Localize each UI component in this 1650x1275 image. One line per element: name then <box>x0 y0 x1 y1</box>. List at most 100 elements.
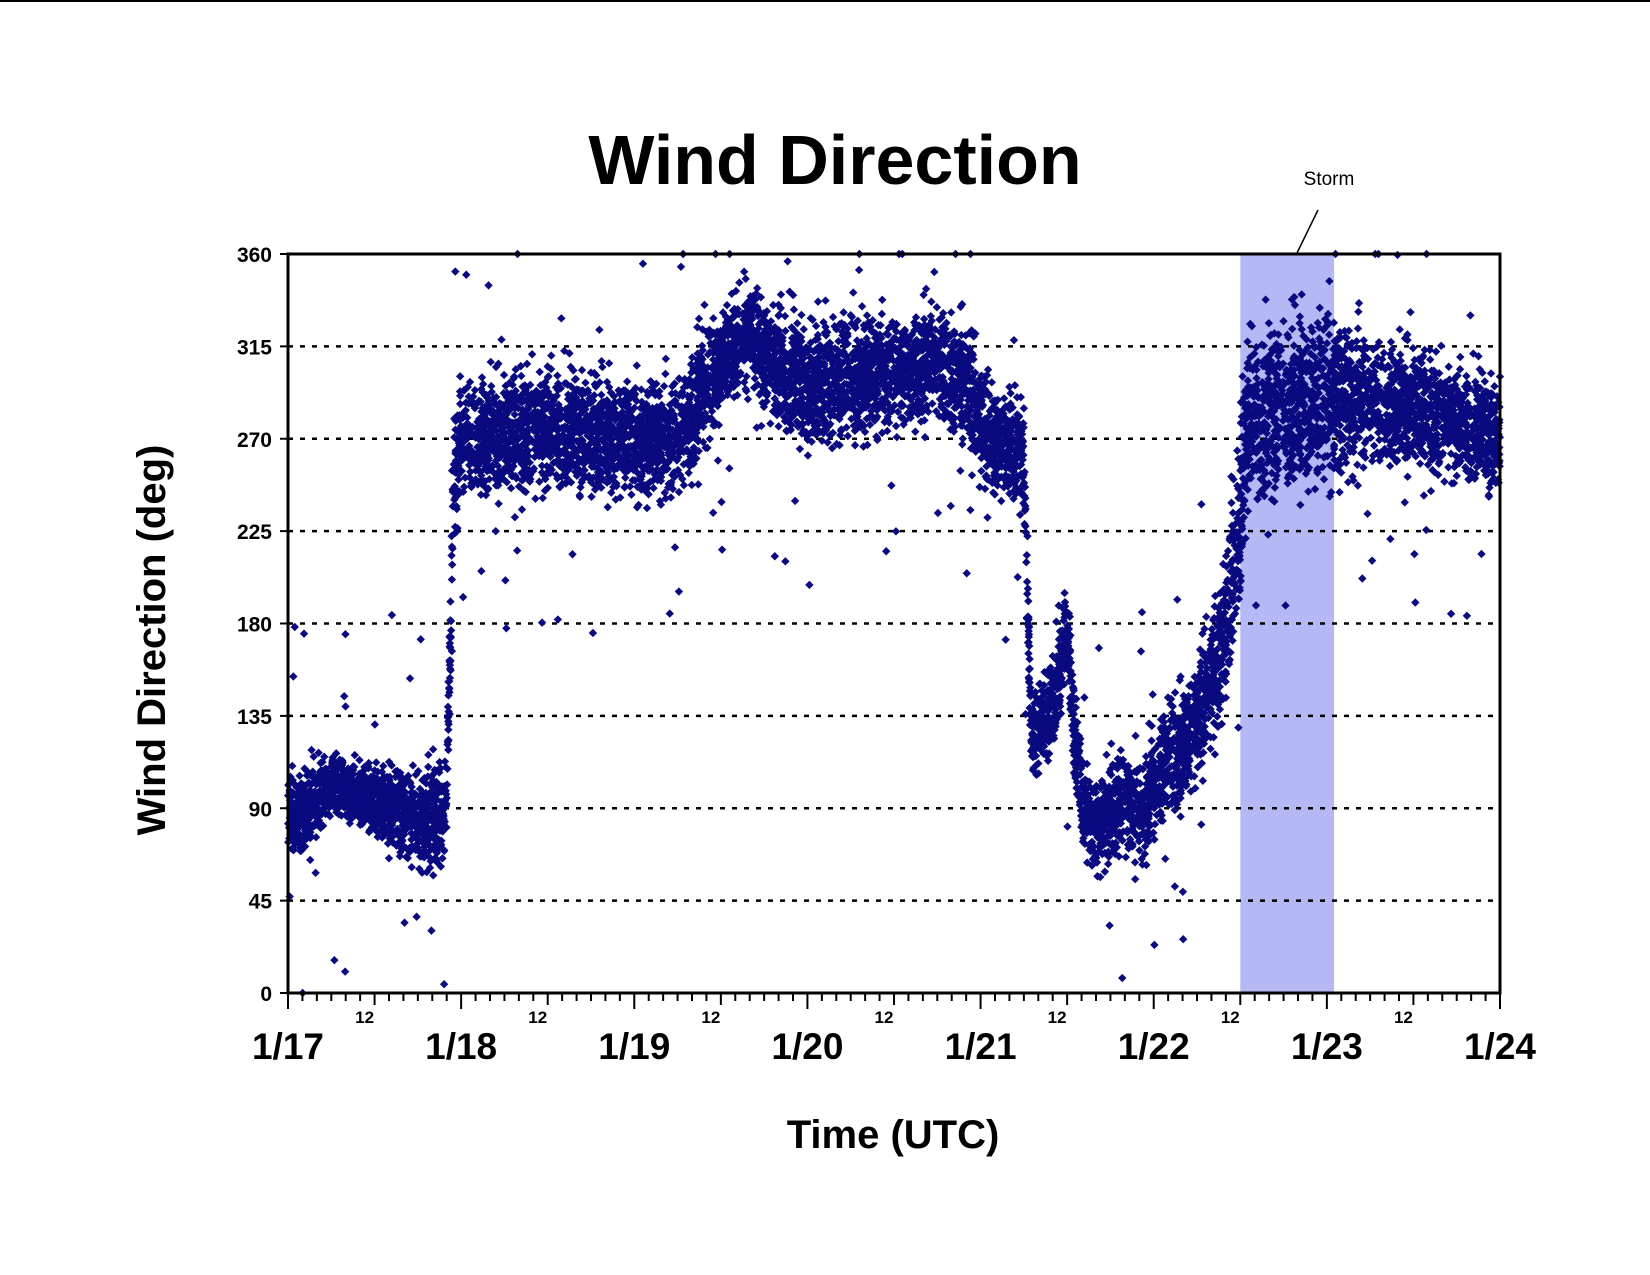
data-point <box>450 522 460 532</box>
data-point <box>399 843 408 853</box>
data-point <box>387 819 397 829</box>
data-point <box>491 362 501 372</box>
data-point <box>313 813 323 822</box>
data-point <box>478 439 487 448</box>
data-point <box>430 842 439 852</box>
data-point <box>517 371 526 381</box>
data-point <box>476 432 486 441</box>
data-point <box>387 783 396 793</box>
data-point <box>296 797 306 807</box>
data-point <box>467 396 476 406</box>
data-point <box>321 809 330 818</box>
data-point <box>581 378 590 388</box>
data-point <box>306 800 315 810</box>
data-point <box>813 297 823 306</box>
data-point <box>506 483 516 493</box>
data-point <box>385 776 394 785</box>
data-point <box>476 397 485 406</box>
data-point <box>638 259 648 268</box>
data-point <box>311 832 321 842</box>
data-point <box>857 302 867 311</box>
data-point <box>452 504 462 514</box>
data-point <box>340 967 350 976</box>
data-point <box>403 853 413 863</box>
data-point <box>415 864 424 874</box>
data-point <box>330 787 340 796</box>
data-point <box>881 547 891 556</box>
data-point <box>766 419 775 428</box>
data-point <box>288 761 297 771</box>
data-point <box>396 848 405 857</box>
data-point <box>328 776 337 785</box>
data-point <box>428 794 438 803</box>
data-point <box>537 618 547 627</box>
data-point <box>446 597 455 606</box>
data-point <box>393 824 402 834</box>
data-point <box>356 789 365 798</box>
data-point <box>480 411 489 420</box>
data-point <box>299 805 309 815</box>
data-point <box>405 847 415 857</box>
data-point <box>288 829 297 838</box>
data-point <box>391 772 400 782</box>
data-point <box>342 780 351 789</box>
data-point <box>373 814 383 823</box>
data-point <box>414 828 423 838</box>
data-point <box>466 447 476 456</box>
data-point <box>314 748 323 758</box>
data-point <box>415 816 424 826</box>
data-point <box>389 800 398 810</box>
data-point <box>332 770 341 779</box>
data-point <box>447 542 457 551</box>
data-point <box>513 546 522 555</box>
data-point <box>290 622 299 632</box>
data-point <box>304 798 313 807</box>
data-point <box>393 813 402 823</box>
data-point <box>420 773 429 783</box>
data-point <box>347 789 357 799</box>
data-point <box>338 757 347 767</box>
data-point <box>315 767 325 777</box>
data-point <box>345 819 354 828</box>
data-point <box>535 367 544 377</box>
data-point <box>356 783 365 793</box>
data-point <box>739 267 749 276</box>
data-point <box>416 791 425 801</box>
data-point <box>365 826 374 835</box>
data-point <box>753 283 762 293</box>
data-point <box>487 381 496 391</box>
data-point <box>679 481 689 490</box>
data-point <box>399 781 408 790</box>
data-point <box>406 788 416 797</box>
data-point <box>285 779 294 788</box>
data-point <box>428 745 438 754</box>
data-point <box>927 297 936 306</box>
data-point <box>387 610 397 620</box>
data-point <box>290 838 300 848</box>
data-point <box>665 609 674 618</box>
data-point <box>741 274 750 284</box>
data-point <box>431 853 440 863</box>
data-point <box>850 441 860 450</box>
data-point <box>328 796 337 806</box>
data-point <box>424 762 433 772</box>
data-point <box>422 808 432 818</box>
data-point <box>492 481 501 490</box>
data-point <box>407 842 416 851</box>
data-point <box>307 745 316 755</box>
data-point <box>674 587 684 596</box>
data-point <box>381 788 390 798</box>
data-point <box>424 799 433 809</box>
data-point <box>405 674 415 683</box>
data-point <box>484 281 493 290</box>
data-point <box>319 805 329 814</box>
data-point <box>418 797 427 807</box>
data-point <box>428 770 437 780</box>
data-point <box>444 677 453 687</box>
data-point <box>356 796 366 805</box>
data-point <box>891 527 901 536</box>
data-point <box>442 780 452 789</box>
data-point <box>877 309 887 319</box>
data-point <box>454 475 463 484</box>
data-point <box>451 528 460 537</box>
